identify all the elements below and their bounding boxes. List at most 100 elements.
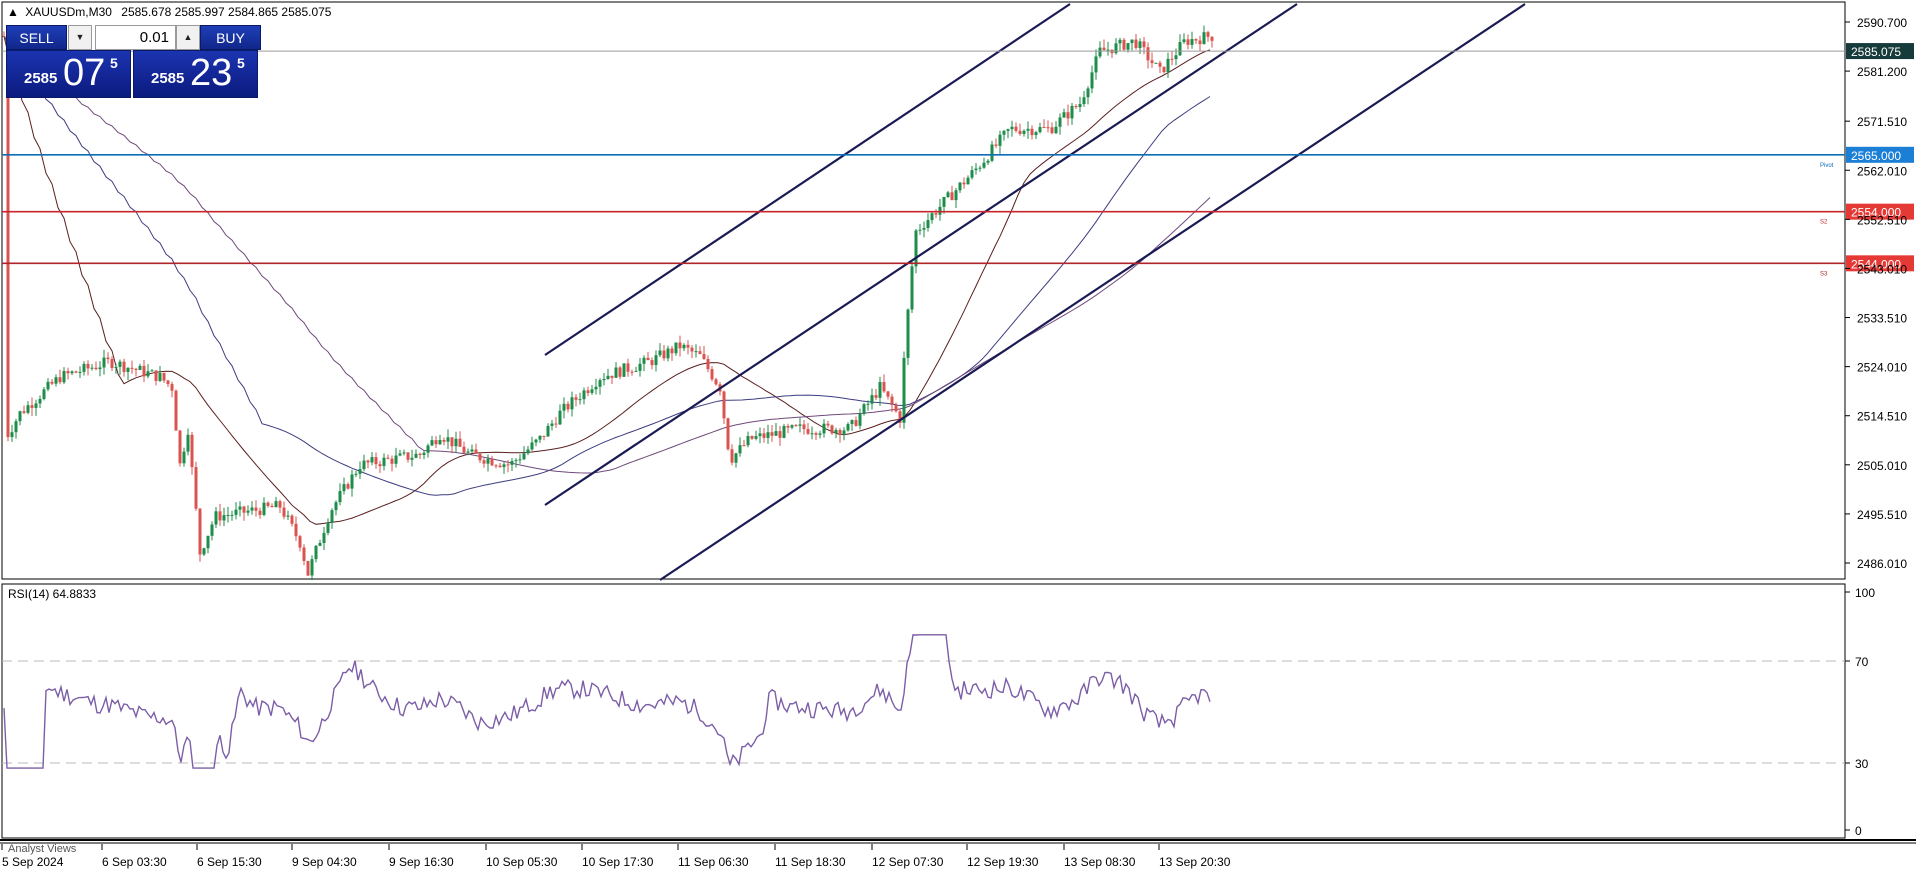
current-price-badge xyxy=(1846,43,1914,60)
sell-price-button[interactable]: 2585 07 5 xyxy=(6,50,131,98)
candle-body xyxy=(886,391,890,397)
candle-body xyxy=(314,545,318,560)
candle-body xyxy=(870,395,874,404)
buy-button[interactable]: BUY xyxy=(200,25,261,50)
time-tick-label: 5 Sep 2024 xyxy=(2,855,64,869)
candle-body xyxy=(242,506,246,513)
candle-body xyxy=(438,440,442,445)
candle-body xyxy=(890,396,894,405)
time-tick-label: 10 Sep 17:30 xyxy=(582,855,654,869)
candle-body xyxy=(690,347,694,352)
candle-body xyxy=(382,457,386,467)
candle-body xyxy=(986,160,990,163)
candle-body xyxy=(906,309,910,358)
channel-line xyxy=(659,3,1526,581)
candle-body xyxy=(1010,126,1014,130)
candle-body xyxy=(1106,49,1110,51)
candle-body xyxy=(418,453,422,455)
price-tick-label: 2571.510 xyxy=(1857,115,1907,129)
candle-body xyxy=(86,363,90,369)
analyst-views-tab[interactable]: Analyst Views xyxy=(8,843,77,855)
candle-body xyxy=(1150,60,1154,64)
candle-body xyxy=(30,405,34,408)
candle-body xyxy=(366,460,370,463)
candle-body xyxy=(618,367,622,377)
candle-body xyxy=(546,425,550,437)
lot-increase-button[interactable]: ▲ xyxy=(176,25,200,50)
candle-body xyxy=(814,433,818,435)
channel-line xyxy=(544,3,1298,506)
lot-size-input[interactable]: 0.01 xyxy=(95,25,176,50)
candle-body xyxy=(298,536,302,548)
rsi-tick-label: 100 xyxy=(1855,586,1875,600)
candle-body xyxy=(62,371,66,383)
candle-body xyxy=(1158,62,1162,67)
candle-body xyxy=(710,369,714,380)
candle-body xyxy=(502,464,506,468)
candle-body xyxy=(794,425,798,427)
candle-body xyxy=(554,423,558,425)
candle-body xyxy=(1086,88,1090,98)
candle-body xyxy=(1034,132,1038,136)
candle-body xyxy=(542,435,546,437)
candle-body xyxy=(558,410,562,425)
candle-body xyxy=(2,35,6,37)
candle-body xyxy=(262,502,266,515)
candle-body xyxy=(614,367,618,378)
candle-body xyxy=(622,363,626,377)
candle-body xyxy=(770,432,774,436)
candle-body xyxy=(842,430,846,435)
candle-body xyxy=(190,434,194,468)
candle-body xyxy=(598,380,602,387)
candle-body xyxy=(186,434,190,452)
candle-body xyxy=(918,229,922,231)
candle-body xyxy=(970,170,974,178)
candle-body xyxy=(898,411,902,423)
candle-body xyxy=(538,435,542,440)
candle-body xyxy=(1026,128,1030,131)
candle-body xyxy=(846,424,850,431)
sell-price-big: 07 xyxy=(63,52,106,94)
candle-body xyxy=(118,361,122,367)
candle-body xyxy=(230,514,234,516)
candle-body xyxy=(406,452,410,460)
candle-body xyxy=(1182,39,1186,43)
candle-body xyxy=(982,162,986,168)
candle-body xyxy=(142,365,146,377)
candle-body xyxy=(834,429,838,434)
candle-body xyxy=(878,382,882,398)
candle-body xyxy=(518,459,522,461)
candle-body xyxy=(166,380,170,385)
candle-body xyxy=(714,379,718,385)
price-tick-label: 2486.010 xyxy=(1857,557,1907,571)
candle-body xyxy=(766,432,770,438)
candle-body xyxy=(54,377,58,384)
time-tick-label: 13 Sep 20:30 xyxy=(1159,855,1231,869)
candle-body xyxy=(182,451,186,464)
lot-decrease-button[interactable]: ▼ xyxy=(68,25,92,50)
candle-body xyxy=(434,440,438,445)
buy-price-button[interactable]: 2585 23 5 xyxy=(133,50,258,98)
candle-body xyxy=(958,182,962,191)
candle-body xyxy=(22,411,26,413)
candle-body xyxy=(506,464,510,466)
candle-body xyxy=(42,389,46,399)
moving-average-fast xyxy=(3,35,1211,525)
candle-body xyxy=(354,473,358,475)
candle-body xyxy=(1074,106,1078,108)
sell-button[interactable]: SELL xyxy=(6,25,67,50)
current-price-label: 2585.075 xyxy=(1851,45,1901,59)
buy-price-small: 2585 xyxy=(151,70,185,87)
candle-body xyxy=(1142,41,1146,48)
candle-body xyxy=(94,367,98,370)
candle-body xyxy=(222,515,226,521)
candle-body xyxy=(290,515,294,524)
candle-body xyxy=(1090,72,1094,89)
candle-body xyxy=(102,357,106,368)
candle-body xyxy=(606,375,610,380)
candle-body xyxy=(394,455,398,464)
time-tick-label: 12 Sep 07:30 xyxy=(872,855,944,869)
candle-body xyxy=(950,192,954,201)
candle-body xyxy=(746,436,750,446)
